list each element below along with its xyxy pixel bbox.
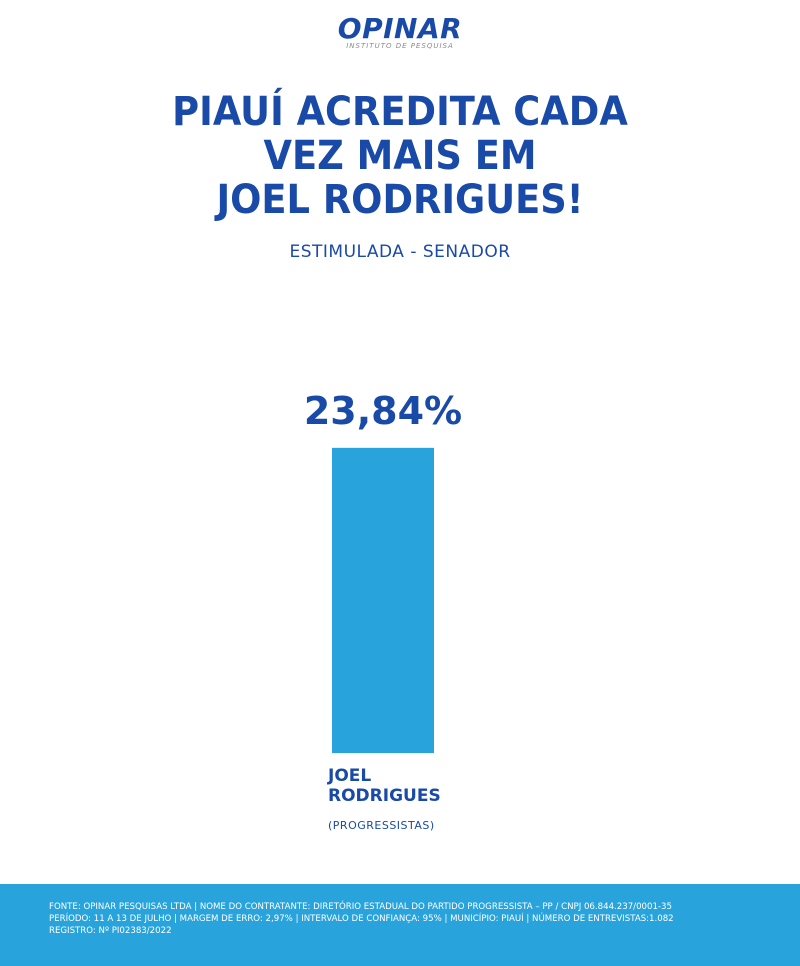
footer-line-registration: REGISTRO: Nº PI02383/2022 bbox=[49, 926, 172, 936]
headline-line-3: JOEL RODRIGUES! bbox=[216, 177, 584, 223]
category-name-line-0-0: JOEL bbox=[327, 766, 371, 786]
bar-value-label-0: 23,84% bbox=[304, 389, 462, 433]
footer-line-period: PERÍODO: 11 A 13 DE JULHO | MARGEM DE ER… bbox=[49, 914, 674, 924]
category-party-0: (PROGRESSISTAS) bbox=[328, 819, 435, 832]
chart-subtitle: ESTIMULADA - SENADOR bbox=[289, 242, 511, 262]
footer-line-source: FONTE: OPINAR PESQUISAS LTDA | NOME DO C… bbox=[49, 902, 672, 912]
headline-line-2: VEZ MAIS EM bbox=[263, 133, 537, 179]
category-name-line-0-1: RODRIGUES bbox=[328, 786, 441, 806]
footer-source-panel: FONTE: OPINAR PESQUISAS LTDA | NOME DO C… bbox=[0, 884, 800, 966]
opinar-logo: OPINAR INSTITUTO DE PESQUISA bbox=[0, 12, 800, 51]
headline-line-1: PIAUÍ ACREDITA CADA bbox=[172, 89, 628, 135]
logo-tagline: INSTITUTO DE PESQUISA bbox=[346, 42, 454, 50]
headline: PIAUÍ ACREDITA CADA VEZ MAIS EM JOEL ROD… bbox=[0, 90, 800, 222]
logo-name: OPINAR bbox=[337, 12, 463, 45]
bar-0 bbox=[332, 447, 434, 753]
